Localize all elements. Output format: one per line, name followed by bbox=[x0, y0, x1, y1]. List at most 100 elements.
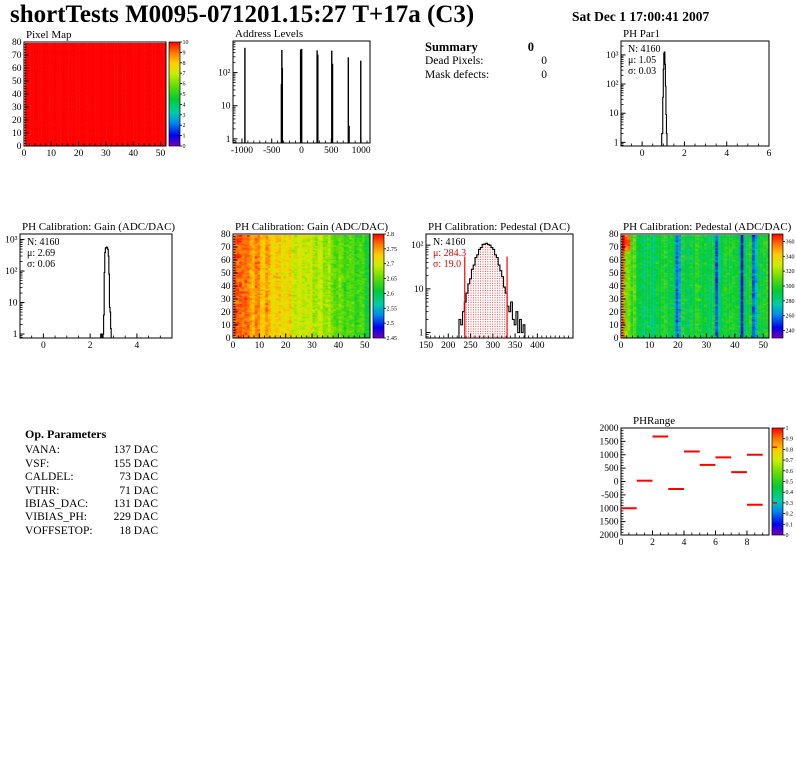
op-parameter-label: VSF: bbox=[25, 457, 50, 470]
gain_hist-plot: PH Calibration: Gain (ADC/DAC) 0 2 4 1 10 10² 1… bbox=[5, 221, 175, 351]
op-parameter-value: 131 DAC bbox=[113, 498, 158, 511]
op-parameter-row: VTHR: 71 DAC bbox=[25, 485, 158, 498]
pixel_map-heatmap-cells bbox=[24, 42, 166, 146]
svg-text:2.7: 2.7 bbox=[387, 262, 395, 268]
gain_map-plot: PH Calibration: Gain (ADC/DAC)0 10 20 30 40 5… bbox=[221, 221, 398, 351]
svg-text:0: 0 bbox=[614, 478, 619, 488]
summary-block: Summary 0 Dead Pixels: 0 Mask defects: 0 bbox=[425, 40, 547, 82]
svg-text:20: 20 bbox=[12, 116, 22, 126]
svg-text:40: 40 bbox=[128, 149, 138, 159]
svg-text:-500: -500 bbox=[601, 491, 619, 501]
svg-text:50: 50 bbox=[156, 149, 166, 159]
op-parameter-label: VIBIAS_PH: bbox=[25, 511, 87, 524]
ph_range-plot: PHRange 0 2 4 6 8 2000 1500 1000 500 0 -500 1000 1500… bbox=[600, 415, 794, 548]
svg-text:0: 0 bbox=[619, 538, 624, 548]
svg-text:2.65: 2.65 bbox=[387, 277, 398, 283]
svg-text:0: 0 bbox=[183, 144, 186, 150]
svg-text:PH Calibration: Gain (ADC/DAC): PH Calibration: Gain (ADC/DAC) bbox=[22, 221, 175, 233]
svg-text:4: 4 bbox=[724, 149, 729, 159]
summary-label: Mask defects: bbox=[425, 68, 490, 81]
summary-rows: Dead Pixels: 0 Mask defects: 0 bbox=[425, 55, 547, 82]
svg-text:10: 10 bbox=[609, 109, 619, 119]
svg-text:1000: 1000 bbox=[352, 146, 371, 156]
svg-text:2: 2 bbox=[183, 123, 186, 129]
op-parameter-row: VANA: 137 DAC bbox=[25, 444, 158, 457]
svg-text:0.4: 0.4 bbox=[786, 490, 794, 496]
ph-range-chart: PHRange 0 2 4 6 8 2000 1500 1000 500 0 -500 1000 1500… bbox=[597, 413, 796, 553]
svg-text:30: 30 bbox=[609, 295, 619, 305]
svg-text:2.8: 2.8 bbox=[387, 232, 395, 238]
op-parameter-value: 71 DAC bbox=[119, 484, 158, 497]
svg-text:1000: 1000 bbox=[600, 504, 619, 514]
address_levels-plot: Address Levels -1000 -500 0 500 1000 1 10 10² bbox=[218, 28, 371, 156]
svg-text:μ: 284.3: μ: 284.3 bbox=[433, 248, 466, 259]
gain-histogram-chart: PH Calibration: Gain (ADC/DAC) 0 2 4 1 10 10² 1… bbox=[0, 220, 199, 352]
svg-text:1000: 1000 bbox=[600, 451, 619, 461]
page-title: shortTests M0095-071201.15:27 T+17a (C3) bbox=[10, 1, 475, 28]
svg-text:10: 10 bbox=[47, 149, 57, 159]
op-parameter-value: 229 DAC bbox=[113, 511, 158, 524]
svg-text:2.6: 2.6 bbox=[387, 291, 395, 297]
svg-text:10³: 10³ bbox=[5, 236, 18, 246]
gain-map-chart: PH Calibration: Gain (ADC/DAC) 0 10 20 30 40 5… bbox=[199, 220, 398, 352]
pedestal_map-plot: PH Calibration: Pedestal (ADC/DAC)0 10 20 3… bbox=[609, 221, 795, 351]
svg-text:2: 2 bbox=[682, 149, 687, 159]
op-parameter-label: VANA: bbox=[25, 444, 60, 457]
svg-text:0.2: 0.2 bbox=[786, 512, 794, 518]
svg-text:20: 20 bbox=[74, 149, 84, 159]
svg-text:50: 50 bbox=[609, 269, 619, 279]
svg-text:320: 320 bbox=[786, 269, 795, 275]
svg-text:σ: 0.06: σ: 0.06 bbox=[27, 259, 55, 270]
op-parameters-rows: VANA: 137 DAC VSF: 155 DAC CALDEL: 73 DAC VTHR… bbox=[25, 444, 158, 538]
svg-text:N: 4160: N: 4160 bbox=[433, 237, 466, 248]
svg-text:4: 4 bbox=[682, 538, 687, 548]
svg-text:1: 1 bbox=[614, 138, 619, 148]
summary-value: 0 bbox=[541, 68, 547, 81]
svg-text:2.75: 2.75 bbox=[387, 247, 398, 253]
svg-text:0.1: 0.1 bbox=[786, 522, 794, 528]
op-parameter-label: VOFFSETOP: bbox=[25, 524, 93, 537]
svg-text:10²: 10² bbox=[5, 267, 18, 277]
svg-text:1: 1 bbox=[786, 426, 789, 432]
pixel-map-chart: Pixel Map 0 10 20 30 40 50 0 10 20 30 40 50 60 70 80 10 9… bbox=[0, 28, 199, 160]
svg-text:60: 60 bbox=[609, 256, 619, 266]
svg-text:0: 0 bbox=[786, 533, 789, 539]
svg-text:500: 500 bbox=[324, 146, 339, 156]
summary-heading-label: Summary bbox=[425, 40, 478, 54]
svg-text:0: 0 bbox=[299, 146, 304, 156]
summary-heading-value: 0 bbox=[527, 40, 534, 54]
svg-text:1: 1 bbox=[183, 134, 186, 140]
svg-text:1500: 1500 bbox=[600, 437, 619, 447]
svg-text:240: 240 bbox=[786, 329, 795, 335]
svg-text:50: 50 bbox=[759, 341, 769, 351]
svg-text:70: 70 bbox=[609, 243, 619, 253]
svg-text:0.7: 0.7 bbox=[786, 458, 794, 464]
svg-text:σ: 19.0: σ: 19.0 bbox=[433, 259, 461, 270]
svg-text:1: 1 bbox=[226, 135, 231, 145]
op-parameter-label: IBIAS_DAC: bbox=[25, 498, 89, 511]
op-parameters-block: Op. Parameters VANA: 137 DAC VSF: 155 DAC CA… bbox=[25, 427, 158, 538]
svg-text:10: 10 bbox=[12, 129, 22, 139]
svg-text:Address Levels: Address Levels bbox=[235, 28, 303, 40]
svg-text:5: 5 bbox=[183, 92, 186, 98]
svg-text:1: 1 bbox=[13, 330, 18, 340]
op-parameter-row: CALDEL: 73 DAC bbox=[25, 471, 158, 484]
svg-text:50: 50 bbox=[12, 77, 22, 87]
svg-text:1: 1 bbox=[419, 329, 424, 339]
svg-text:2: 2 bbox=[650, 538, 655, 548]
svg-text:10²: 10² bbox=[218, 69, 231, 79]
pedestal-map-chart: PH Calibration: Pedestal (ADC/DAC) 0 10 20 3… bbox=[597, 220, 796, 352]
svg-text:PHRange: PHRange bbox=[633, 415, 675, 427]
svg-text:Pixel Map: Pixel Map bbox=[26, 29, 72, 41]
svg-text:8: 8 bbox=[183, 61, 186, 67]
svg-text:2000: 2000 bbox=[600, 531, 619, 541]
op-parameter-row: VIBIAS_PH: 229 DAC bbox=[25, 511, 158, 524]
svg-text:30: 30 bbox=[12, 103, 22, 113]
svg-text:360: 360 bbox=[786, 239, 795, 245]
summary-row: Dead Pixels: 0 bbox=[425, 55, 547, 68]
svg-text:0.9: 0.9 bbox=[786, 437, 794, 443]
svg-text:10: 10 bbox=[183, 40, 189, 46]
svg-text:0: 0 bbox=[640, 149, 645, 159]
svg-text:60: 60 bbox=[221, 256, 231, 266]
svg-text:0: 0 bbox=[614, 334, 619, 344]
